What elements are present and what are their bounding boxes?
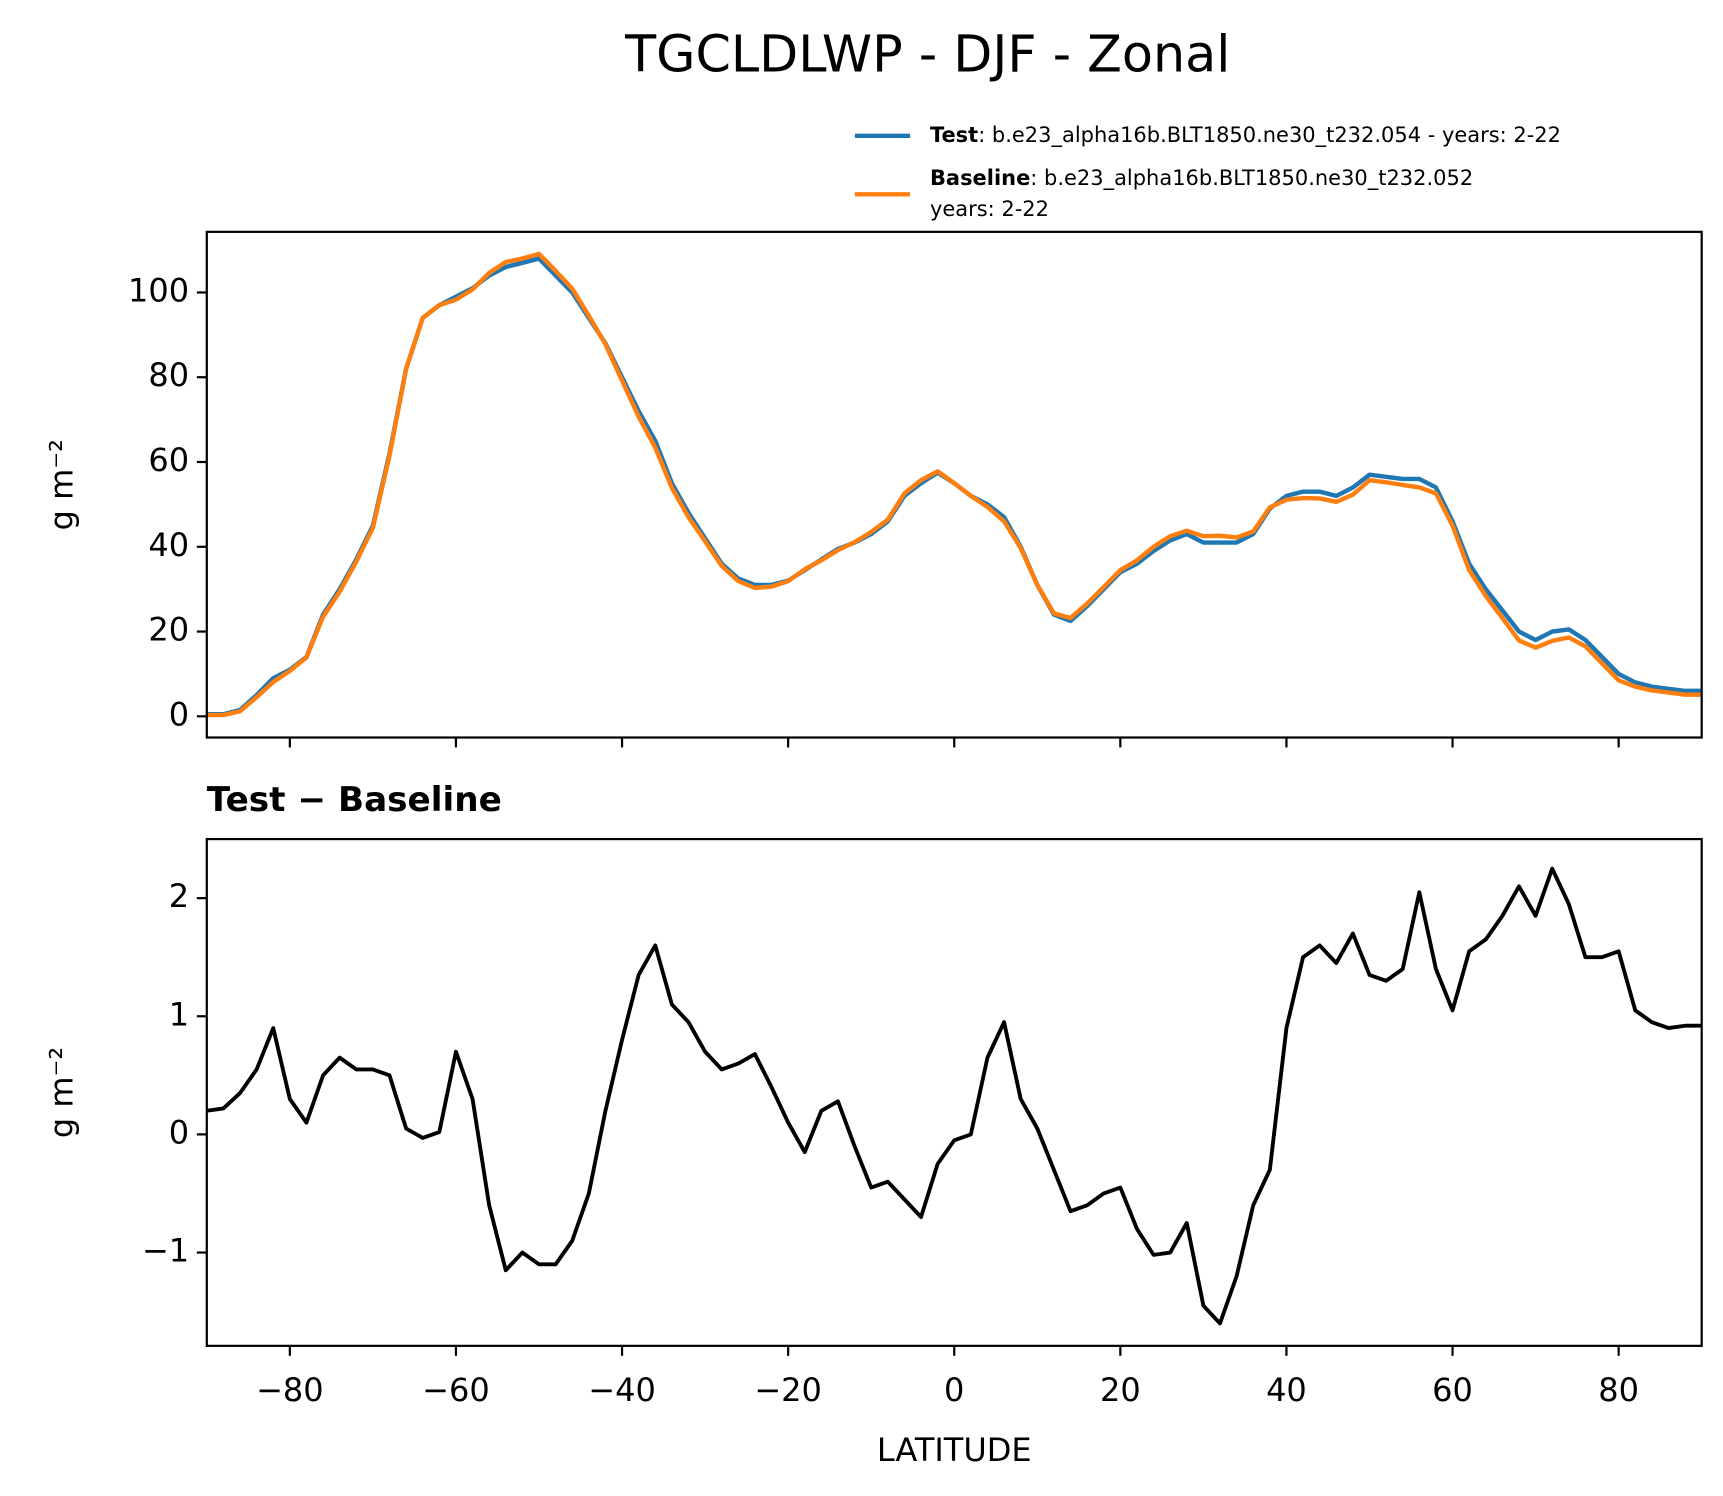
y-tick-label: 0 (169, 695, 189, 733)
subplot-title: Test − Baseline (207, 780, 502, 820)
legend-text: : b.e23_alpha16b.BLT1850.ne30_t232.054 -… (978, 123, 1561, 148)
legend-name: Test (930, 123, 978, 147)
axes-frame (205, 230, 1703, 739)
x-axis-label: LATITUDE (877, 1431, 1032, 1469)
x-tick-label: 80 (1598, 1371, 1639, 1409)
legend-label: Test: b.e23_alpha16b.BLT1850.ne30_t232.0… (930, 123, 1561, 148)
x-tick-label: −80 (256, 1371, 324, 1409)
x-tick-label: 20 (1100, 1371, 1141, 1409)
x-tick-label: 60 (1432, 1371, 1473, 1409)
data-line (206, 256, 1702, 717)
y-axis-label: g m⁻² (42, 439, 80, 530)
y-tick-label: 1 (169, 995, 189, 1033)
y-tick-label: 80 (148, 356, 189, 394)
x-tick-label: −20 (754, 1371, 822, 1409)
figure-title: TGCLDLWP - DJF - Zonal (624, 24, 1230, 83)
axes-frame (205, 837, 1703, 1347)
data-line (206, 251, 1702, 718)
y-tick-label: 20 (148, 611, 189, 649)
legend-text: : b.e23_alpha16b.BLT1850.ne30_t232.052 (1030, 166, 1473, 191)
x-tick-label: 40 (1266, 1371, 1307, 1409)
y-tick-label: 2 (169, 877, 189, 915)
x-tick-label: 0 (944, 1371, 964, 1409)
y-tick-label: 60 (148, 441, 189, 479)
y-axis-label: g m⁻² (42, 1047, 80, 1138)
y-tick-label: −1 (142, 1232, 189, 1270)
y-tick-label: 100 (128, 271, 189, 309)
legend-text: years: 2-22 (930, 197, 1049, 221)
legend-label: Baseline: b.e23_alpha16b.BLT1850.ne30_t2… (930, 166, 1473, 221)
x-tick-label: −40 (588, 1371, 656, 1409)
y-tick-label: 0 (169, 1113, 189, 1151)
data-line (206, 866, 1702, 1326)
y-tick-label: 40 (148, 526, 189, 564)
x-tick-label: −60 (422, 1371, 490, 1409)
legend-name: Baseline (930, 166, 1030, 190)
